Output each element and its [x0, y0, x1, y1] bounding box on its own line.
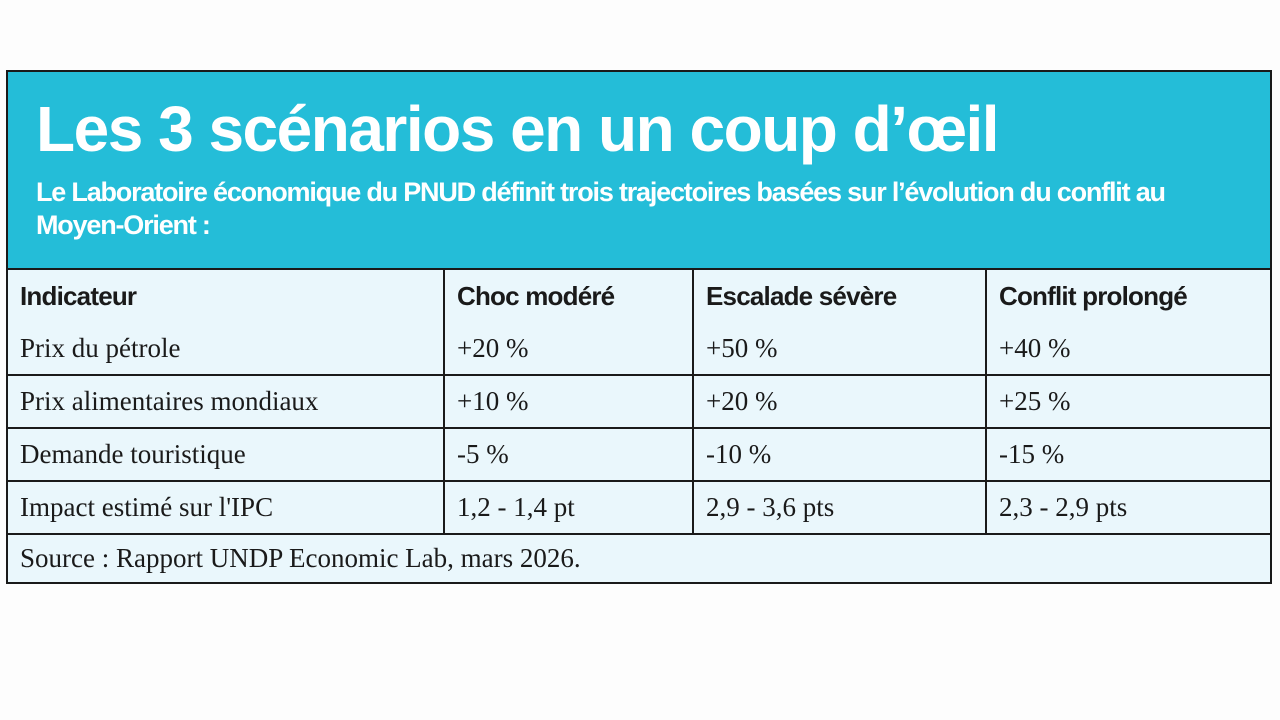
table-cell: Demande touristique	[8, 427, 445, 482]
table-cell: 1,2 - 1,4 pt	[443, 480, 694, 535]
scenarios-table: Indicateur Choc modéré Escalade sévère C…	[8, 270, 1270, 582]
table-cell: 2,9 - 3,6 pts	[692, 480, 987, 535]
table-cell: -15 %	[985, 427, 1270, 482]
column-header: Indicateur	[8, 270, 445, 323]
column-header: Choc modéré	[443, 270, 694, 323]
table-cell: Impact estimé sur l'IPC	[8, 480, 445, 535]
table-cell: +40 %	[985, 323, 1270, 376]
table-row: Impact estimé sur l'IPC 1,2 - 1,4 pt 2,9…	[8, 480, 1270, 535]
table-cell: Prix du pétrole	[8, 323, 445, 376]
table-row: Prix alimentaires mondiaux +10 % +20 % +…	[8, 374, 1270, 429]
table-cell: -10 %	[692, 427, 987, 482]
table-cell: 2,3 - 2,9 pts	[985, 480, 1270, 535]
table-cell: +20 %	[443, 323, 694, 376]
table-header-row: Indicateur Choc modéré Escalade sévère C…	[8, 270, 1270, 323]
subtitle: Le Laboratoire économique du PNUD défini…	[36, 177, 1166, 240]
table-cell: +50 %	[692, 323, 987, 376]
scenarios-card: Les 3 scénarios en un coup d’œil Le Labo…	[6, 70, 1272, 584]
table-row: Demande touristique -5 % -10 % -15 %	[8, 427, 1270, 482]
page-title: Les 3 scénarios en un coup d’œil	[36, 93, 1000, 165]
table-cell: +10 %	[443, 374, 694, 429]
table-cell: -5 %	[443, 427, 694, 482]
table-row: Prix du pétrole +20 % +50 % +40 %	[8, 323, 1270, 376]
table-cell: +20 %	[692, 374, 987, 429]
source-row: Source : Rapport UNDP Economic Lab, mars…	[8, 533, 1270, 582]
source-note: Source : Rapport UNDP Economic Lab, mars…	[8, 533, 1270, 582]
table-cell: Prix alimentaires mondiaux	[8, 374, 445, 429]
table-cell: +25 %	[985, 374, 1270, 429]
header-banner: Les 3 scénarios en un coup d’œil Le Labo…	[8, 72, 1270, 270]
column-header: Escalade sévère	[692, 270, 987, 323]
column-header: Conflit prolongé	[985, 270, 1270, 323]
